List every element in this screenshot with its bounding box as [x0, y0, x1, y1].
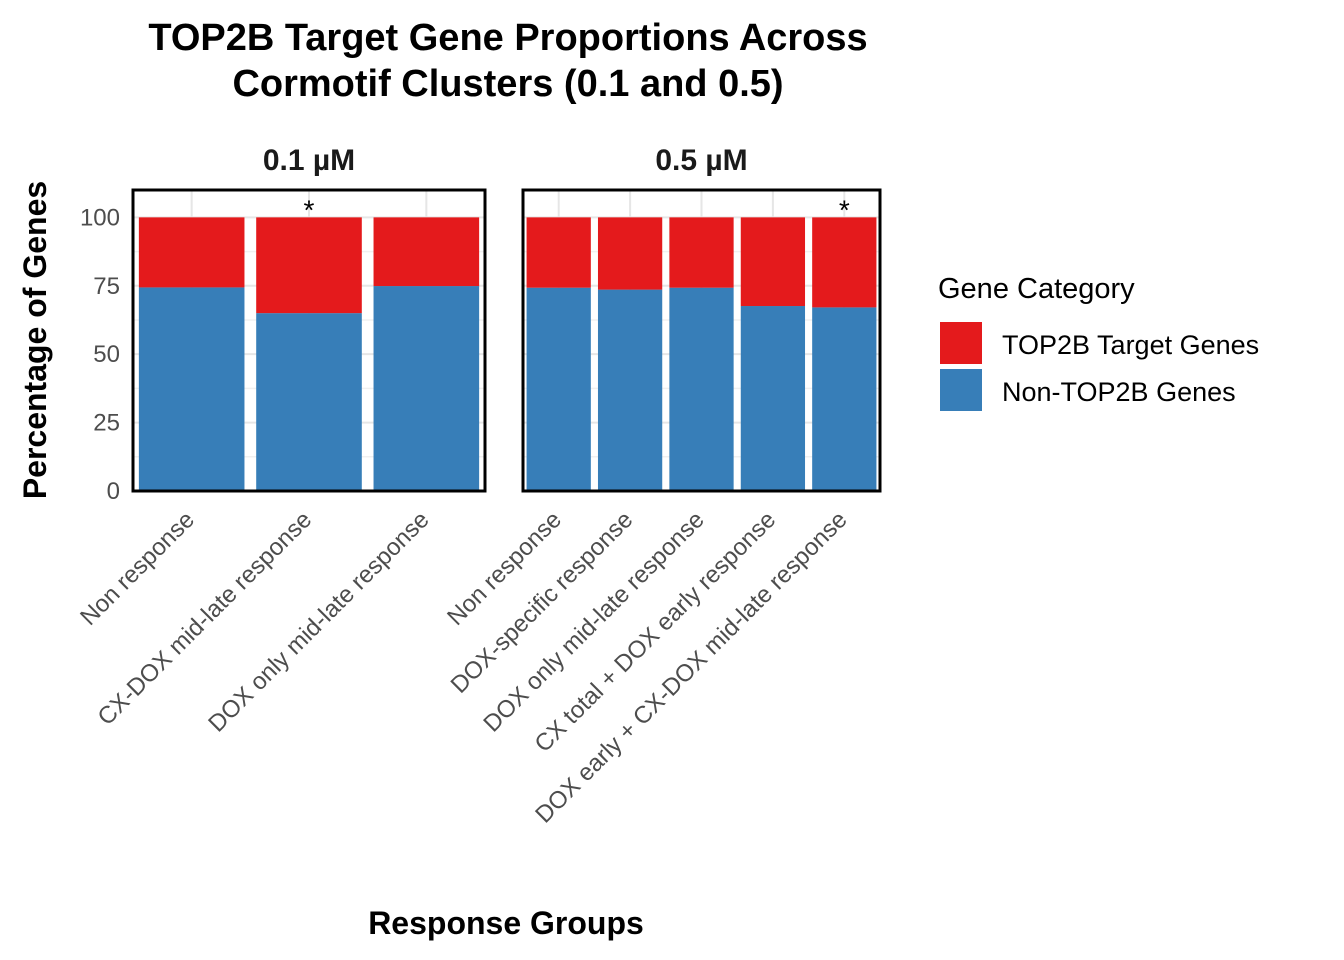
x-tick-label: Non response: [75, 506, 200, 631]
bar-top2b-target: [256, 217, 362, 314]
facet-strip-label: 0.1 µM: [263, 144, 355, 177]
bar-top2b-target: [597, 217, 663, 290]
facet-strip-label: 0.5 µM: [655, 144, 747, 177]
bar-non-top2b: [812, 307, 877, 491]
bar-top2b-target: [138, 217, 245, 288]
legend-swatch: [940, 322, 982, 364]
y-tick-label: 50: [93, 341, 120, 368]
y-tick-label: 0: [107, 478, 120, 505]
legend-swatch: [940, 369, 982, 411]
bar-top2b-target: [669, 217, 734, 288]
y-tick-label: 100: [80, 204, 120, 231]
bar-top2b-target: [740, 217, 806, 307]
legend: Gene Category TOP2B Target Genes Non-TOP2B…: [938, 273, 1259, 411]
y-tick-label: 75: [93, 273, 120, 300]
legend-label: TOP2B Target Genes: [1002, 330, 1259, 360]
y-tick-label: 25: [93, 410, 120, 437]
x-axis-title: Response Groups: [368, 905, 644, 941]
panel-border: [521, 188, 882, 493]
x-tick-label: CX-DOX mid-late response: [93, 506, 318, 731]
bar-non-top2b: [138, 287, 245, 491]
bar-non-top2b: [373, 286, 480, 491]
x-tick-label: DOX only mid-late response: [203, 506, 434, 737]
significance-marker: *: [304, 194, 315, 225]
chart-title-line-2: Cormotif Clusters (0.1 and 0.5): [232, 63, 783, 105]
significance-marker: *: [839, 194, 850, 225]
y-axis-ticks: 0 25 50 75 100: [80, 204, 120, 505]
bar-non-top2b: [740, 306, 806, 491]
panel-border: [131, 188, 487, 493]
bar-non-top2b: [526, 287, 591, 491]
bar-top2b-target: [526, 217, 591, 288]
bar-non-top2b: [597, 289, 663, 491]
chart-title-line-1: TOP2B Target Gene Proportions Across: [148, 17, 867, 59]
chart-title: TOP2B Target Gene Proportions AcrossCorm…: [148, 17, 867, 105]
bar-non-top2b: [256, 313, 362, 491]
y-axis-title: Percentage of Genes: [17, 181, 53, 499]
legend-title: Gene Category: [938, 273, 1135, 305]
bar-non-top2b: [669, 287, 734, 491]
bar-top2b-target: [373, 217, 480, 287]
bar-top2b-target: [812, 217, 877, 308]
legend-label: Non-TOP2B Genes: [1002, 377, 1236, 407]
